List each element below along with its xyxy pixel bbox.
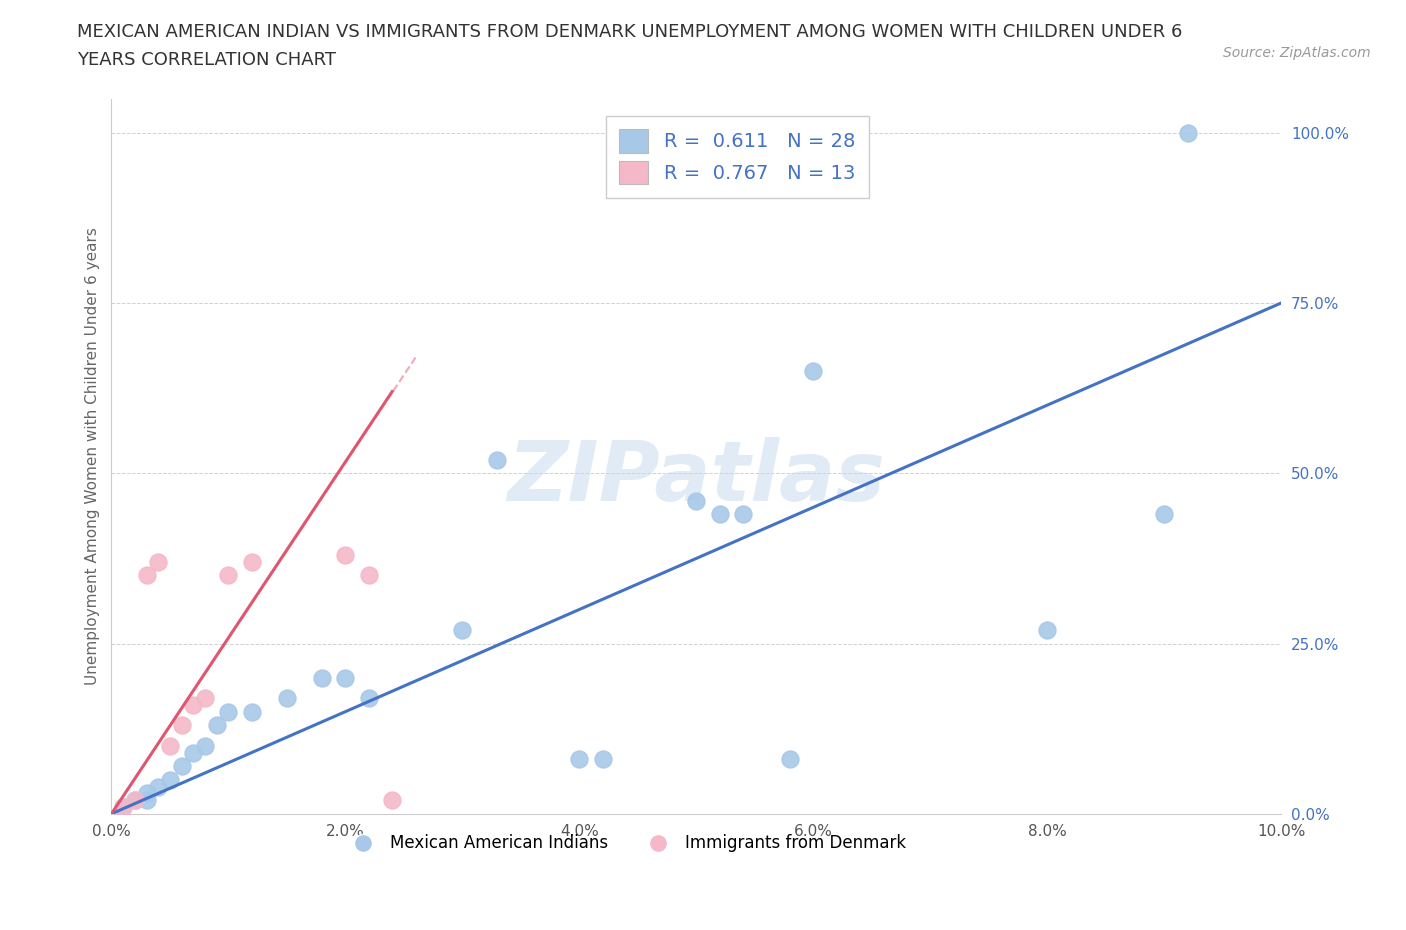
Point (217, 568, 239, 583)
Point (1153, 507, 1175, 522)
Text: ZIPatlas: ZIPatlas (508, 437, 886, 518)
Point (1177, 126, 1199, 140)
Point (135, 568, 157, 583)
Point (592, 751, 614, 766)
Point (205, 718, 228, 733)
Point (135, 786, 157, 801)
Y-axis label: Unemployment Among Women with Children Under 6 years: Unemployment Among Women with Children U… (86, 227, 100, 685)
Point (240, 554, 263, 569)
Point (685, 493, 707, 508)
Point (335, 671, 357, 685)
Point (709, 507, 731, 522)
Point (357, 568, 380, 583)
Point (159, 738, 181, 753)
Point (124, 792, 146, 807)
Point (451, 622, 474, 637)
Point (779, 751, 801, 766)
Point (124, 792, 146, 807)
Point (486, 452, 509, 467)
Text: MEXICAN AMERICAN INDIAN VS IMMIGRANTS FROM DENMARK UNEMPLOYMENT AMONG WOMEN WITH: MEXICAN AMERICAN INDIAN VS IMMIGRANTS FR… (77, 23, 1182, 41)
Point (311, 671, 333, 685)
Point (194, 738, 217, 753)
Point (276, 691, 298, 706)
Point (170, 759, 193, 774)
Point (240, 704, 263, 719)
Point (801, 364, 824, 379)
Point (170, 718, 193, 733)
Text: Source: ZipAtlas.com: Source: ZipAtlas.com (1223, 46, 1371, 60)
Point (731, 507, 754, 522)
Point (381, 792, 404, 807)
Legend: Mexican American Indians, Immigrants from Denmark: Mexican American Indians, Immigrants fro… (340, 828, 912, 859)
Point (181, 745, 204, 760)
Point (357, 691, 380, 706)
Text: YEARS CORRELATION CHART: YEARS CORRELATION CHART (77, 51, 336, 69)
Point (112, 800, 135, 815)
Point (335, 548, 357, 563)
Point (159, 772, 181, 787)
Point (1036, 622, 1059, 637)
Point (135, 792, 157, 807)
Point (112, 800, 135, 815)
Point (181, 698, 204, 712)
Point (568, 751, 591, 766)
Point (217, 704, 239, 719)
Point (148, 779, 170, 794)
Point (148, 554, 170, 569)
Point (194, 691, 217, 706)
